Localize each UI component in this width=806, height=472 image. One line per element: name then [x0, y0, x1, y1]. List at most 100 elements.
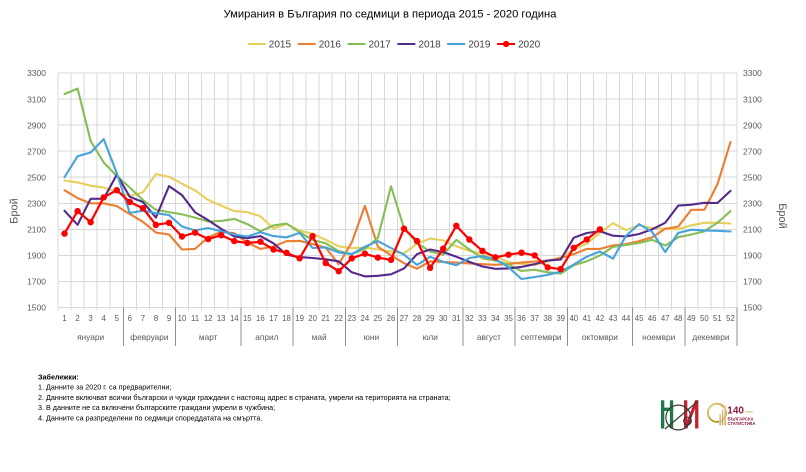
svg-text:40: 40 [569, 314, 578, 323]
svg-text:51: 51 [713, 314, 722, 323]
svg-text:БЪЛГАРСКА: БЪЛГАРСКА [728, 417, 754, 422]
svg-text:37: 37 [530, 314, 539, 323]
svg-text:5: 5 [115, 314, 120, 323]
svg-text:ноември: ноември [642, 332, 676, 342]
svg-text:2018: 2018 [418, 39, 441, 50]
svg-text:4. Данните са разпределени по: 4. Данните са разпределени по седмици сп… [38, 413, 262, 422]
svg-text:Брой: Брой [9, 198, 21, 224]
svg-text:2017: 2017 [369, 39, 392, 50]
svg-text:23: 23 [347, 314, 356, 323]
svg-text:13: 13 [217, 314, 226, 323]
svg-text:11: 11 [191, 314, 199, 323]
svg-text:12: 12 [204, 314, 213, 323]
svg-text:2700: 2700 [743, 146, 762, 156]
svg-text:16: 16 [256, 314, 265, 323]
svg-text:29: 29 [426, 314, 435, 323]
svg-text:Умирания в България по седмици: Умирания в България по седмици в периода… [224, 9, 558, 21]
svg-text:януари: януари [77, 332, 104, 342]
svg-text:35: 35 [504, 314, 513, 323]
svg-text:10: 10 [178, 314, 187, 323]
svg-text:август: август [477, 332, 501, 342]
svg-text:3100: 3100 [27, 94, 46, 104]
svg-text:1900: 1900 [27, 251, 46, 261]
svg-text:28: 28 [413, 314, 422, 323]
svg-text:47: 47 [661, 314, 670, 323]
svg-text:27: 27 [400, 314, 409, 323]
svg-text:2100: 2100 [743, 225, 762, 235]
svg-text:1. Данните за 2020 г. са предв: 1. Данните за 2020 г. са предварителни; [38, 383, 171, 392]
svg-text:2. Данните включват всички бъл: 2. Данните включват всички български и ч… [38, 393, 451, 402]
svg-text:СТАТИСТИКА: СТАТИСТИКА [728, 421, 756, 426]
svg-text:52: 52 [726, 314, 735, 323]
svg-text:Брой: Брой [776, 203, 788, 229]
svg-text:2016: 2016 [319, 39, 342, 50]
svg-text:април: април [255, 332, 278, 342]
svg-text:26: 26 [387, 314, 396, 323]
svg-text:22: 22 [334, 314, 343, 323]
svg-text:1500: 1500 [27, 303, 46, 313]
svg-text:31: 31 [452, 314, 461, 323]
svg-text:3: 3 [88, 314, 92, 323]
svg-text:юли: юли [422, 332, 438, 342]
svg-text:15: 15 [243, 314, 252, 323]
svg-text:май: май [312, 332, 327, 342]
svg-text:34: 34 [491, 314, 500, 323]
svg-text:24: 24 [361, 314, 370, 323]
svg-text:март: март [199, 332, 218, 342]
svg-text:3. В данните не са включени бъ: 3. В данните не са включени българските … [38, 403, 275, 412]
svg-text:2300: 2300 [743, 199, 762, 209]
svg-text:години: години [745, 411, 754, 414]
svg-text:2: 2 [75, 314, 79, 323]
svg-text:14: 14 [230, 314, 239, 323]
svg-text:февруари: февруари [130, 332, 169, 342]
svg-text:18: 18 [282, 314, 291, 323]
svg-text:3100: 3100 [743, 94, 762, 104]
svg-text:2500: 2500 [743, 172, 762, 182]
svg-text:21: 21 [321, 314, 330, 323]
svg-text:2900: 2900 [743, 120, 762, 130]
svg-text:140: 140 [727, 406, 744, 417]
svg-text:19: 19 [295, 314, 304, 323]
svg-text:17: 17 [269, 314, 278, 323]
svg-text:41: 41 [582, 314, 591, 323]
svg-text:2100: 2100 [27, 225, 46, 235]
svg-text:2300: 2300 [27, 199, 46, 209]
svg-text:2015: 2015 [269, 39, 292, 50]
svg-text:3300: 3300 [27, 68, 46, 78]
svg-text:3300: 3300 [743, 68, 762, 78]
svg-text:2500: 2500 [27, 172, 46, 182]
svg-text:30: 30 [439, 314, 448, 323]
svg-text:36: 36 [517, 314, 526, 323]
svg-text:1: 1 [62, 314, 66, 323]
svg-text:45: 45 [635, 314, 644, 323]
svg-text:49: 49 [687, 314, 696, 323]
svg-text:20: 20 [308, 314, 317, 323]
svg-text:32: 32 [465, 314, 474, 323]
svg-text:7: 7 [141, 314, 145, 323]
svg-text:6: 6 [128, 314, 132, 323]
svg-text:43: 43 [609, 314, 618, 323]
svg-text:4: 4 [102, 314, 107, 323]
svg-text:декември: декември [692, 332, 730, 342]
svg-text:1700: 1700 [27, 277, 46, 287]
svg-text:48: 48 [674, 314, 683, 323]
svg-text:44: 44 [622, 314, 631, 323]
svg-text:юни: юни [364, 332, 380, 342]
svg-text:39: 39 [556, 314, 565, 323]
svg-text:9: 9 [167, 314, 171, 323]
svg-text:2700: 2700 [27, 146, 46, 156]
svg-text:42: 42 [596, 314, 605, 323]
svg-text:46: 46 [648, 314, 657, 323]
svg-text:октомври: октомври [582, 332, 618, 342]
svg-text:септември: септември [521, 332, 562, 342]
svg-text:Забележки:: Забележки: [38, 373, 79, 382]
svg-text:25: 25 [374, 314, 383, 323]
svg-text:1700: 1700 [743, 277, 762, 287]
svg-text:1500: 1500 [743, 303, 762, 313]
svg-text:38: 38 [543, 314, 552, 323]
svg-text:1900: 1900 [743, 251, 762, 261]
svg-text:2900: 2900 [27, 120, 46, 130]
svg-text:50: 50 [700, 314, 709, 323]
svg-text:33: 33 [478, 314, 487, 323]
svg-text:8: 8 [154, 314, 158, 323]
